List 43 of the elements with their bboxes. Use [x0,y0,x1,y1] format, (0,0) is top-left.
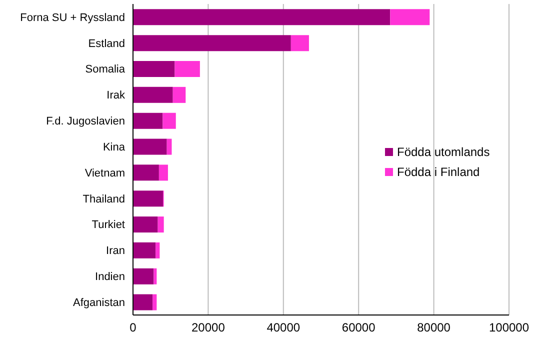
bar [133,190,164,207]
bar [133,164,159,181]
y-tick-label: Estland [88,38,125,50]
bar [156,242,160,258]
x-tick-label: 100000 [488,320,530,335]
x-tick-label: 40000 [266,320,300,335]
bar [133,268,154,284]
bar [152,294,157,310]
legend-label: Födda utomlands [397,145,490,159]
y-tick-label: Irak [106,90,126,102]
bar [162,112,176,129]
bar [154,268,157,284]
y-tick-label: Indien [95,271,125,284]
x-tick-label: 20000 [192,320,226,335]
bar [158,164,168,181]
x-tick-label: 80000 [417,320,451,335]
x-tick-label: 60000 [342,320,376,335]
bar [133,86,173,103]
x-tick-label: 0 [130,320,137,335]
y-tick-label: Iran [106,245,125,258]
y-tick-label: Kina [102,141,126,154]
bar [172,86,186,103]
y-tick-label: Forna SU + Ryssland [20,12,125,24]
y-tick-label: Somalia [85,64,126,76]
legend-label: Födda i Finland [397,165,480,179]
y-tick-label: Afganistan [73,296,125,309]
y-tick-label: F.d. Jugoslavien [46,116,125,128]
bar [133,294,153,310]
bar [166,138,172,155]
bar [158,216,164,233]
y-tick-label: Vietnam [84,167,125,180]
bar [133,242,156,258]
bar [133,112,163,129]
y-tick-label: Thailand [82,193,125,206]
bar [133,216,158,233]
bar [133,61,175,78]
y-tick-label: Turkiet [92,219,125,232]
bar [133,35,291,52]
bar [133,9,390,26]
bar [390,9,430,26]
bar [133,138,167,155]
bar [174,61,200,78]
bar [290,35,309,52]
